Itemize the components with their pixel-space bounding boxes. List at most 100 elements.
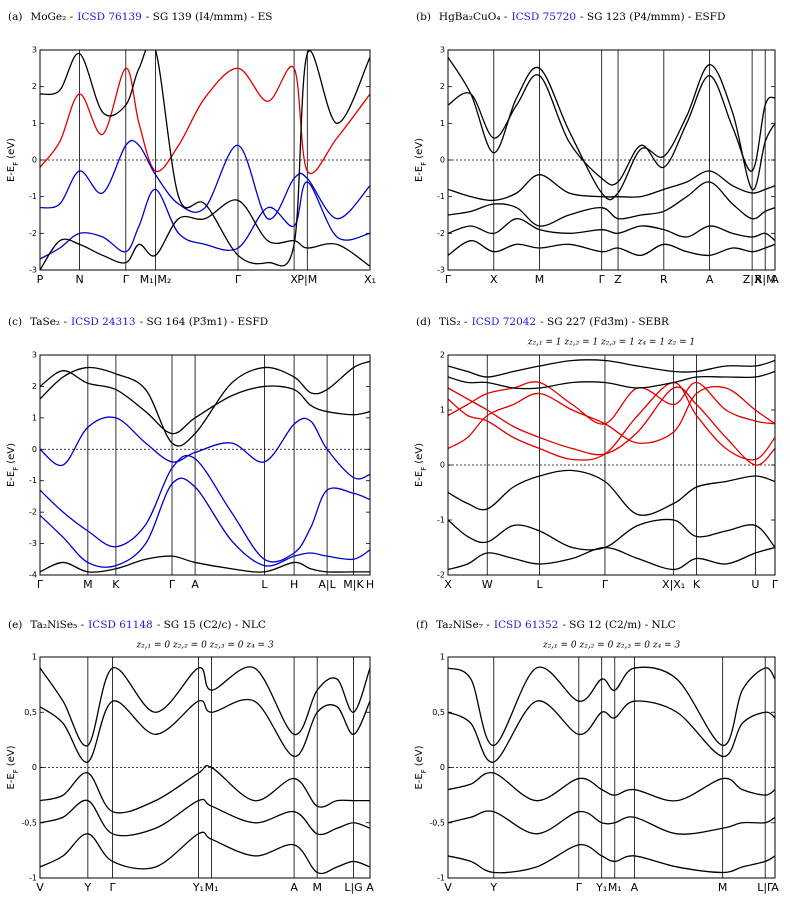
band-line xyxy=(40,555,370,573)
x-tick-label: M xyxy=(535,273,545,286)
y-label-main: E-E xyxy=(414,166,425,182)
band-line xyxy=(448,771,775,802)
plot-frame xyxy=(39,656,371,879)
x-tick-label: R xyxy=(660,273,668,286)
icsd-id: ICSD 24313 xyxy=(71,316,136,328)
panel-title: (a) MoGe₂ - ICSD 76139 - SG 139 (I4/mmm) - … xyxy=(8,11,272,23)
y-tick-label: -1 xyxy=(29,192,37,201)
x-tick-label: M xyxy=(718,881,728,894)
y-label-unit: (eV) xyxy=(6,745,17,766)
band-line xyxy=(40,65,370,174)
x-tick-label: P|M xyxy=(297,273,317,286)
x-tick-label: Y₁ xyxy=(192,881,204,894)
band-line xyxy=(40,199,370,270)
panel-label: (c) xyxy=(8,316,22,328)
title-suffix: - SG 12 (C2/m) - NLC xyxy=(562,619,675,631)
y-tick-label: 1 xyxy=(32,119,37,128)
title-suffix: - SG 227 (Fd3̄m) - SEBR xyxy=(540,316,670,328)
x-tick-label: X₁ xyxy=(364,273,376,286)
icsd-id: ICSD 76139 xyxy=(77,11,142,23)
y-label-unit: (eV) xyxy=(6,138,17,159)
x-tick-label: Γ xyxy=(576,881,583,894)
y-tick-label: -2 xyxy=(437,229,445,238)
y-tick-label: 0 xyxy=(32,763,37,772)
band-line xyxy=(448,74,775,186)
band-line xyxy=(448,381,775,461)
title-formula: Ta₂NiSe₅ - xyxy=(30,619,84,631)
plot-frame xyxy=(447,49,776,271)
topological-indices: z₂,₁ = 1 z₂,₂ = 1 z₂,₃ = 1 z₄ = 1 z₂ = 1 xyxy=(527,338,696,348)
band-line xyxy=(448,810,775,835)
y-tick-label: -2 xyxy=(29,508,37,517)
band-line xyxy=(448,844,775,874)
x-tick-label: Z|X xyxy=(743,273,762,286)
band-line xyxy=(40,764,370,814)
icsd-id: ICSD 61352 xyxy=(494,619,559,631)
y-tick-label: 2 xyxy=(440,351,445,360)
y-label-unit: (eV) xyxy=(414,745,425,766)
title-formula: Ta₂NiSe₇ - xyxy=(436,619,490,631)
y-label-unit: (eV) xyxy=(414,443,425,464)
y-tick-label: -2 xyxy=(29,229,37,238)
y-tick-label: 2 xyxy=(440,82,445,91)
y-tick-label: 2 xyxy=(32,382,37,391)
y-label-sub: F xyxy=(12,162,20,166)
band-line xyxy=(40,181,370,260)
y-tick-label: -1 xyxy=(29,874,37,883)
panel: (f) Ta₂NiSe₇ - ICSD 61352- SG 12 (C2/m) - … xyxy=(414,619,779,894)
y-tick-label: -1 xyxy=(29,476,37,485)
title-suffix: - SG 123 (P4/mmm) - ESFD xyxy=(580,11,725,23)
x-tick-label: Y₁ xyxy=(595,881,607,894)
y-axis-label: E-EF (eV) xyxy=(414,745,428,789)
x-tick-label: L|G xyxy=(344,881,362,894)
y-tick-label: -3 xyxy=(29,539,37,548)
panel-label: (e) xyxy=(8,619,22,631)
y-tick-label: -3 xyxy=(29,266,37,275)
panel-label: (a) xyxy=(8,11,22,23)
y-tick-label: 3 xyxy=(32,46,37,55)
panel-title: (e) Ta₂NiSe₅ - ICSD 61148 - SG 15 (C2/c) - … xyxy=(8,619,266,631)
panel-title: (c) TaSe₂ - ICSD 24313 - SG 164 (P3̄m1) - E… xyxy=(8,316,268,328)
band-line xyxy=(448,381,775,425)
x-tick-label: V xyxy=(36,881,44,894)
x-tick-label: A xyxy=(771,881,779,894)
y-tick-label: 1 xyxy=(440,406,445,415)
x-tick-label: Γ xyxy=(772,578,779,591)
y-label-main: E-E xyxy=(414,773,425,789)
y-tick-label: -1 xyxy=(437,874,445,883)
band-line xyxy=(448,370,775,390)
x-tick-label: X xyxy=(290,273,298,286)
x-tick-label: Γ xyxy=(110,881,117,894)
band-line xyxy=(448,386,775,466)
y-axis-label: E-EF (eV) xyxy=(414,443,428,487)
x-tick-label: Y xyxy=(489,881,497,894)
plot-frame xyxy=(39,354,371,576)
y-tick-label: 2 xyxy=(32,82,37,91)
x-tick-label: A xyxy=(191,578,199,591)
x-tick-label: M₁ xyxy=(608,881,622,894)
panel-title: (f) Ta₂NiSe₇ - ICSD 61352- SG 12 (C2/m) - … xyxy=(416,619,676,631)
x-tick-label: A xyxy=(631,881,639,894)
x-tick-label: A xyxy=(771,273,779,286)
panel: (e) Ta₂NiSe₅ - ICSD 61148 - SG 15 (C2/c) - … xyxy=(6,619,374,894)
x-tick-label: H xyxy=(290,578,298,591)
y-tick-label: 0 xyxy=(440,763,445,772)
y-axis-label: E-EF (eV) xyxy=(414,138,428,182)
y-tick-label: -3 xyxy=(437,266,445,275)
y-tick-label: -4 xyxy=(29,571,37,580)
x-tick-label: Γ xyxy=(123,273,130,286)
y-tick-label: -1 xyxy=(437,192,445,201)
band-line xyxy=(448,56,775,201)
band-line xyxy=(40,50,370,267)
y-tick-label: -0,5 xyxy=(21,818,37,827)
band-line xyxy=(40,370,370,435)
x-tick-label: A|L xyxy=(318,578,336,591)
band-line xyxy=(40,698,370,763)
title-formula: HgBa₂CuO₄ - xyxy=(439,11,508,23)
band-line xyxy=(40,666,370,747)
y-tick-label: 1 xyxy=(440,653,445,662)
y-label-main: E-E xyxy=(6,773,17,789)
x-tick-label: M₁ xyxy=(205,881,219,894)
title-suffix: - SG 15 (C2/c) - NLC xyxy=(157,619,266,631)
y-label-sub: F xyxy=(420,769,428,773)
